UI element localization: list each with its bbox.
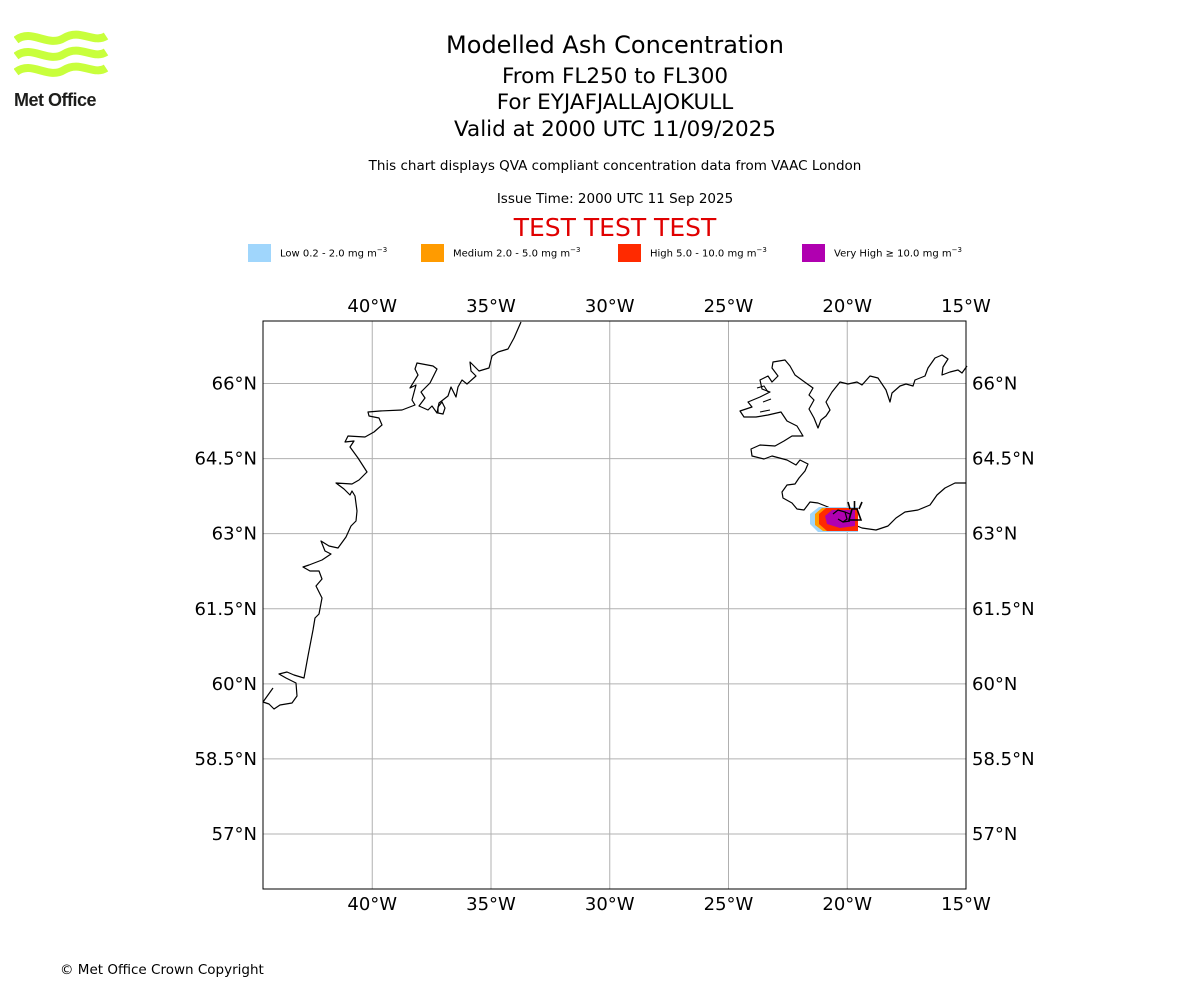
greenland-island xyxy=(437,400,446,415)
legend-swatch-low xyxy=(248,244,271,262)
legend-label-high: High 5.0 - 10.0 mg m−3 xyxy=(650,246,767,260)
ash-very-high-area xyxy=(825,510,855,528)
latitude-tick-label-left: 61.5°N xyxy=(194,599,257,620)
latitude-tick-label-right: 61.5°N xyxy=(972,599,1035,620)
volcano-symbol-icon xyxy=(847,501,863,521)
latitude-tick-label-left: 66°N xyxy=(212,374,257,395)
qva-note: This chart displays QVA compliant concen… xyxy=(368,158,862,174)
met-office-logo: Met Office xyxy=(13,30,110,114)
legend-item-very-high: Very High ≥ 10.0 mg m−3 xyxy=(802,244,962,262)
legend-label-low: Low 0.2 - 2.0 mg m−3 xyxy=(280,246,388,260)
longitude-tick-label-top: 35°W xyxy=(466,296,516,317)
met-office-waves-icon xyxy=(13,30,109,77)
latitude-tick-label-right: 64.5°N xyxy=(972,449,1035,470)
legend-item-medium: Medium 2.0 - 5.0 mg m−3 xyxy=(421,244,580,262)
legend-swatch-medium xyxy=(421,244,444,262)
latitude-tick-label-right: 58.5°N xyxy=(972,749,1035,770)
legend-label-medium: Medium 2.0 - 5.0 mg m−3 xyxy=(453,246,581,260)
valid-time: Valid at 2000 UTC 11/09/2025 xyxy=(453,117,776,142)
logo-text: Met Office xyxy=(14,90,97,110)
longitude-tick-label-top: 20°W xyxy=(822,296,872,317)
legend-swatch-very-high xyxy=(802,244,825,262)
longitude-tick-label-top: 25°W xyxy=(704,296,754,317)
copyright-notice: © Met Office Crown Copyright xyxy=(60,962,264,978)
longitude-tick-label-bottom: 40°W xyxy=(347,894,397,915)
ash-inner-contour xyxy=(832,509,851,523)
longitude-tick-label-top: 15°W xyxy=(941,296,991,317)
longitude-tick-label-bottom: 25°W xyxy=(704,894,754,915)
iceland-coastline xyxy=(739,354,968,531)
flight-level-range: From FL250 to FL300 xyxy=(501,64,729,89)
latitude-tick-label-right: 60°N xyxy=(972,674,1017,695)
chart-title: Modelled Ash Concentration xyxy=(446,31,784,59)
latitude-tick-label-left: 58.5°N xyxy=(194,749,257,770)
test-banner: TEST TEST TEST xyxy=(513,213,717,242)
axis-labels: 40°W 40°W 35°W 35°W 30°W 30°W 25°W 25°W 20°W 20°W… xyxy=(194,296,1034,915)
map-frame xyxy=(262,320,967,890)
ash-cloud xyxy=(810,507,858,532)
longitude-tick-label-bottom: 15°W xyxy=(941,894,991,915)
longitude-tick-label-top: 30°W xyxy=(585,296,635,317)
latitude-tick-label-left: 64.5°N xyxy=(194,449,257,470)
latitude-tick-label-right: 66°N xyxy=(972,374,1017,395)
volcano-name: For EYJAFJALLAJOKULL xyxy=(496,90,734,115)
issue-time: Issue Time: 2000 UTC 11 Sep 2025 xyxy=(496,191,734,207)
legend-swatch-high xyxy=(618,244,641,262)
longitude-tick-label-bottom: 30°W xyxy=(585,894,635,915)
latitude-tick-label-left: 63°N xyxy=(212,524,257,545)
legend-item-high: High 5.0 - 10.0 mg m−3 xyxy=(618,244,767,262)
map-gridlines xyxy=(263,321,966,889)
longitude-tick-label-bottom: 20°W xyxy=(822,894,872,915)
longitude-tick-label-bottom: 35°W xyxy=(466,894,516,915)
longitude-tick-label-top: 40°W xyxy=(347,296,397,317)
latitude-tick-label-right: 63°N xyxy=(972,524,1017,545)
legend-item-low: Low 0.2 - 2.0 mg m−3 xyxy=(248,244,387,262)
iceland-coast-detail xyxy=(756,385,772,413)
latitude-tick-label-left: 57°N xyxy=(212,824,257,845)
latitude-tick-label-left: 60°N xyxy=(212,674,257,695)
legend: Low 0.2 - 2.0 mg m−3 Medium 2.0 - 5.0 mg… xyxy=(0,244,1200,264)
legend-label-very-high: Very High ≥ 10.0 mg m−3 xyxy=(834,246,962,260)
latitude-tick-label-right: 57°N xyxy=(972,824,1017,845)
greenland-coastline xyxy=(262,321,522,710)
